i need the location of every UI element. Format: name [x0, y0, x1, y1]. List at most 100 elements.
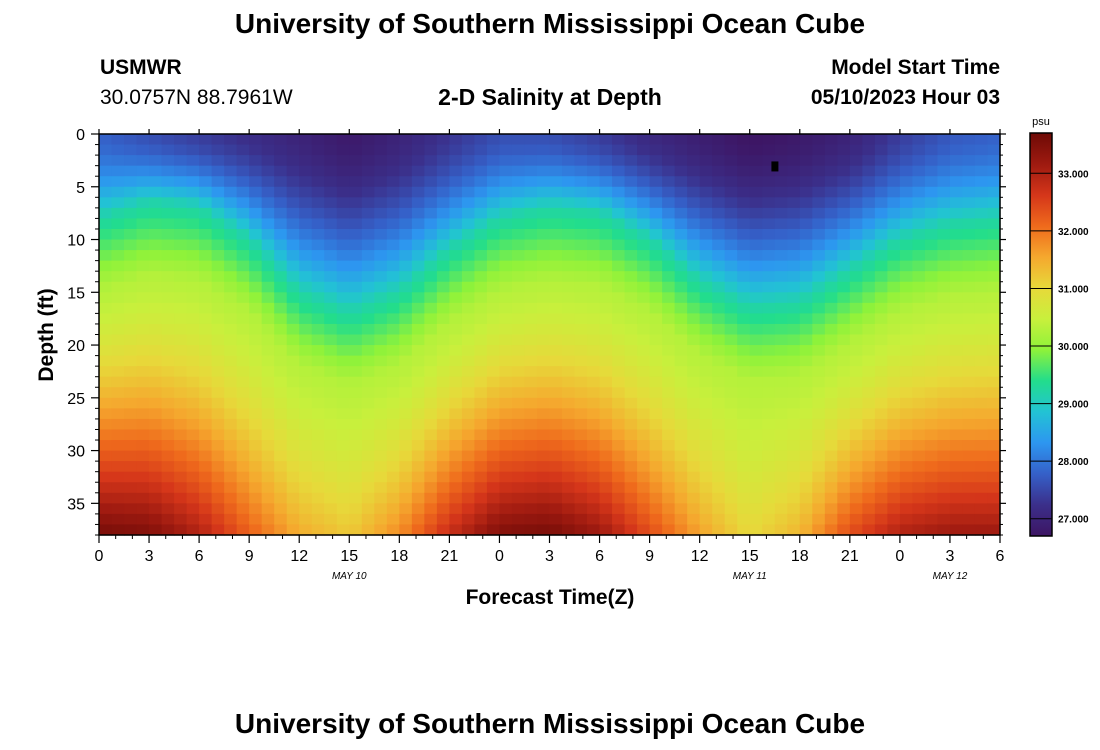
heatmap-cell — [674, 313, 688, 325]
heatmap-cell — [824, 155, 838, 167]
heatmap-cell — [624, 450, 638, 462]
heatmap-cell — [674, 418, 688, 431]
heatmap-cell — [737, 408, 751, 420]
heatmap-cell — [774, 334, 788, 346]
heatmap-cell — [424, 165, 438, 177]
heatmap-cell — [887, 355, 901, 367]
heatmap-cell — [774, 345, 788, 357]
heatmap-cell — [912, 313, 926, 325]
heatmap-cell — [286, 239, 300, 251]
heatmap-cell — [536, 228, 551, 241]
heatmap-cell — [524, 197, 538, 209]
heatmap-cell — [962, 239, 976, 251]
heatmap-cell — [249, 155, 263, 167]
heatmap-cell — [562, 334, 576, 346]
heatmap-cell — [149, 218, 163, 230]
heatmap-cell — [862, 228, 876, 241]
heatmap-cell — [536, 366, 551, 378]
heatmap-cell — [787, 355, 801, 367]
heatmap-cell — [361, 387, 375, 399]
heatmap-cell — [211, 524, 225, 536]
heatmap-cell — [787, 450, 801, 462]
heatmap-cell — [712, 281, 726, 293]
heatmap-cell — [874, 197, 888, 209]
heatmap-cell — [837, 492, 851, 504]
heatmap-cell — [599, 239, 613, 251]
heatmap-cell — [361, 155, 375, 167]
heatmap-cell — [111, 418, 125, 431]
heatmap-cell — [249, 334, 263, 346]
heatmap-cell — [574, 355, 588, 367]
heatmap-cell — [174, 134, 188, 146]
heatmap-cell — [411, 239, 425, 251]
heatmap-cell — [737, 228, 751, 241]
heatmap-cell — [349, 155, 363, 167]
heatmap-cell — [199, 492, 213, 504]
heatmap-cell — [874, 134, 888, 146]
heatmap-cell — [974, 302, 989, 314]
heatmap-cell — [349, 334, 363, 346]
heatmap-cell — [424, 492, 438, 504]
heatmap-cell — [837, 408, 851, 420]
heatmap-cell — [249, 345, 263, 357]
heatmap-cell — [762, 281, 776, 293]
heatmap-cell — [174, 366, 188, 378]
heatmap-cell — [587, 155, 601, 167]
heatmap-cell — [662, 429, 676, 441]
heatmap-cell — [699, 345, 713, 357]
heatmap-cell — [199, 450, 213, 462]
heatmap-cell — [399, 313, 413, 325]
heatmap-cell — [774, 134, 788, 146]
heatmap-cell — [486, 302, 501, 314]
heatmap-cell — [649, 186, 663, 198]
heatmap-cell — [324, 482, 338, 494]
heatmap-cell — [824, 334, 838, 346]
x-tick-label: 6 — [195, 548, 204, 565]
heatmap-cell — [899, 144, 913, 156]
heatmap-cell — [324, 197, 338, 209]
heatmap-cell — [887, 440, 901, 452]
heatmap-cell — [737, 155, 751, 167]
heatmap-cell — [874, 397, 888, 409]
heatmap-cell — [674, 387, 688, 399]
heatmap-cell — [799, 302, 813, 314]
heatmap-cell — [374, 144, 388, 156]
x-tick-label: 15 — [340, 548, 358, 565]
heatmap-cell — [499, 302, 513, 314]
heatmap-cell — [787, 492, 801, 504]
heatmap-cell — [612, 197, 626, 209]
heatmap-cell — [637, 323, 651, 336]
heatmap-cell — [136, 228, 150, 241]
heatmap-cell — [974, 186, 989, 198]
heatmap-cell — [299, 492, 313, 504]
x-tick-label: 12 — [290, 548, 308, 565]
heatmap-cell — [874, 239, 888, 251]
heatmap-cell — [161, 440, 175, 452]
heatmap-cell — [862, 134, 876, 146]
heatmap-cell — [411, 323, 425, 336]
heatmap-cell — [124, 134, 138, 146]
heatmap-cell — [612, 323, 626, 336]
heatmap-cell — [299, 260, 313, 272]
heatmap-cell — [286, 376, 300, 388]
heatmap-cell — [799, 471, 813, 483]
heatmap-cell — [474, 334, 488, 346]
heatmap-cell — [136, 165, 150, 177]
heatmap-cell — [486, 271, 501, 283]
heatmap-cell — [799, 366, 813, 378]
heatmap-cell — [912, 513, 926, 526]
heatmap-cell — [374, 260, 388, 272]
heatmap-cell — [299, 503, 313, 515]
heatmap-cell — [874, 345, 888, 357]
heatmap-cell — [336, 239, 350, 251]
heatmap-cell — [536, 176, 551, 188]
heatmap-cell — [837, 429, 851, 441]
heatmap-cell — [386, 260, 400, 272]
heatmap-cell — [374, 207, 388, 220]
heatmap-cell — [649, 408, 663, 420]
heatmap-cell — [774, 355, 788, 367]
heatmap-cell — [949, 408, 964, 420]
heatmap-cell — [937, 450, 951, 462]
heatmap-cell — [799, 281, 813, 293]
heatmap-cell — [674, 250, 688, 262]
